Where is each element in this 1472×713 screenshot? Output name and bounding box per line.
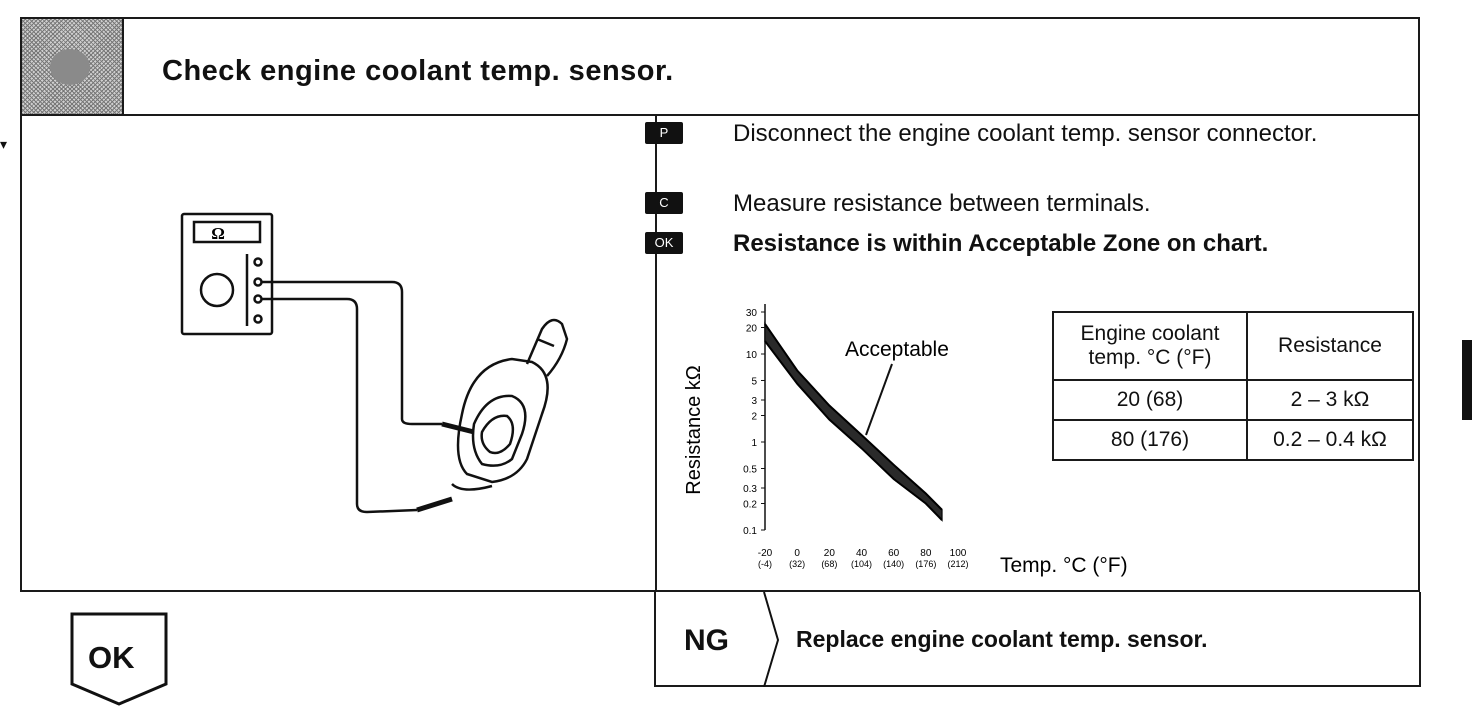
instruction-tag: P (645, 122, 683, 144)
table-header-cell: Engine coolant temp. °C (°F) (1052, 311, 1248, 381)
table-row: 20 (68) 2 – 3 kΩ (1052, 379, 1414, 421)
ohmmeter (180, 212, 274, 336)
column-divider (655, 114, 657, 590)
y-tick-label: 0.5 (743, 464, 757, 475)
step-number-box (22, 19, 124, 114)
table-header-row: Engine coolant temp. °C (°F) Resistance (1052, 311, 1414, 381)
x-tick-label: 80 (920, 548, 932, 559)
ng-result-box: NG Replace engine coolant temp. sensor. (654, 592, 1421, 687)
instruction-item: P Disconnect the engine coolant temp. se… (645, 118, 1405, 188)
test-leads (262, 280, 475, 514)
y-tick-label: 5 (751, 376, 757, 387)
step-frame: Check engine coolant temp. sensor. Ω (20, 17, 1420, 592)
ok-result: OK (70, 612, 170, 713)
y-tick-label: 1 (751, 438, 757, 449)
ng-label: NG (684, 624, 729, 657)
x-tick-label: -20 (758, 548, 773, 559)
table-cell: 20 (68) (1052, 379, 1248, 421)
spec-table: Engine coolant temp. °C (°F) Resistance … (1052, 311, 1414, 461)
y-tick-label: 10 (746, 350, 758, 361)
y-tick-label: 2 (751, 412, 757, 423)
instruction-text: Measure resistance between terminals. (733, 190, 1151, 217)
step-title: Check engine coolant temp. sensor. (162, 55, 674, 87)
instruction-tag: OK (645, 232, 683, 254)
ohmmeter-illustration: Ω (180, 212, 569, 514)
instruction-item: C Measure resistance between terminals. (645, 188, 1405, 228)
ok-label: OK (88, 640, 135, 675)
x-tick-sublabel: (176) (915, 559, 936, 569)
ng-chevron (763, 592, 780, 687)
x-tick-sublabel: (-4) (758, 559, 772, 569)
chart-ylabel: Resistance kΩ (683, 365, 705, 494)
table-header-cell: Resistance (1246, 311, 1414, 381)
table-cell: 0.2 – 0.4 kΩ (1246, 419, 1414, 461)
y-tick-label: 0.2 (743, 500, 757, 511)
instruction-item: OK Resistance is within Acceptable Zone … (645, 228, 1405, 268)
y-tick-label: 30 (746, 308, 758, 319)
ohmmeter-display: Ω (211, 224, 225, 243)
y-tick-label: 20 (746, 323, 758, 334)
x-tick-sublabel: (140) (883, 559, 904, 569)
ng-action-text: Replace engine coolant temp. sensor. (796, 626, 1208, 652)
y-tick-label: 0.3 (743, 484, 757, 495)
x-tick-label: 0 (794, 548, 800, 559)
annotation-pointer (865, 363, 893, 436)
table-row: 80 (176) 0.2 – 0.4 kΩ (1052, 419, 1414, 461)
x-tick-sublabel: (104) (851, 559, 872, 569)
step-number (50, 49, 90, 85)
table-cell: 80 (176) (1052, 419, 1248, 461)
instruction-text: Disconnect the engine coolant temp. sens… (733, 120, 1318, 147)
x-tick-label: 20 (824, 548, 836, 559)
x-tick-label: 60 (888, 548, 900, 559)
x-tick-sublabel: (32) (789, 559, 805, 569)
table-cell: 2 – 3 kΩ (1246, 379, 1414, 421)
instruction-list: P Disconnect the engine coolant temp. se… (645, 118, 1405, 268)
sensor-connector (451, 318, 569, 491)
step-header: Check engine coolant temp. sensor. (22, 19, 1418, 116)
resistance-chart: Resistance kΩ Acceptable Temp. °C (°F) 3… (683, 304, 1128, 577)
ok-arrow-box (70, 612, 168, 706)
chart-annotation: Acceptable (845, 338, 949, 361)
edge-bar (1462, 340, 1472, 420)
y-tick-label: 0.1 (743, 526, 757, 537)
y-tick-label: 3 (751, 396, 757, 407)
upper-limit-line (764, 323, 943, 511)
edge-mark: ▾ (0, 136, 8, 152)
instruction-tag: C (645, 192, 683, 214)
x-tick-sublabel: (212) (947, 559, 968, 569)
x-tick-sublabel: (68) (821, 559, 837, 569)
lower-limit-line (764, 340, 943, 521)
x-tick-label: 100 (950, 548, 967, 559)
chart-xlabel: Temp. °C (°F) (1000, 554, 1128, 577)
x-tick-label: 40 (856, 548, 868, 559)
instruction-text: Resistance is within Acceptable Zone on … (733, 230, 1269, 257)
